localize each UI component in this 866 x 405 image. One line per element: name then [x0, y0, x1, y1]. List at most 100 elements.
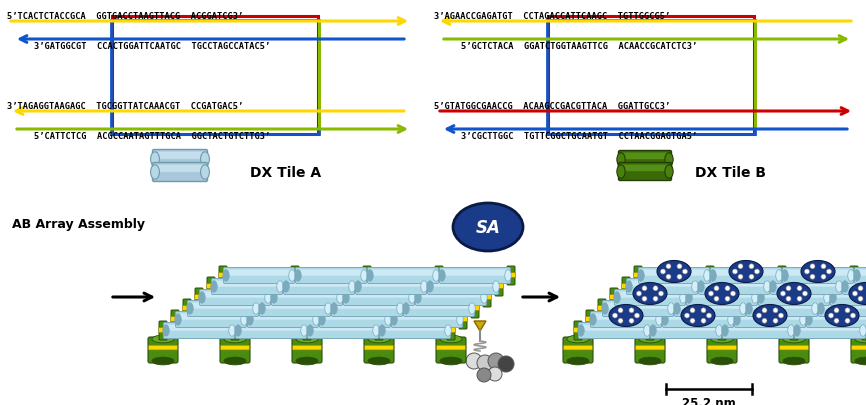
Ellipse shape — [686, 292, 692, 303]
Circle shape — [466, 353, 482, 369]
FancyBboxPatch shape — [423, 277, 431, 296]
Circle shape — [821, 264, 826, 269]
Ellipse shape — [764, 281, 770, 292]
FancyBboxPatch shape — [423, 284, 431, 289]
FancyBboxPatch shape — [482, 295, 491, 300]
Circle shape — [852, 291, 857, 296]
Ellipse shape — [307, 325, 313, 337]
Ellipse shape — [704, 270, 710, 281]
Ellipse shape — [296, 335, 318, 343]
Circle shape — [477, 368, 491, 382]
FancyBboxPatch shape — [303, 321, 311, 340]
Text: DX Tile A: DX Tile A — [250, 166, 321, 179]
Ellipse shape — [368, 335, 390, 343]
Ellipse shape — [259, 303, 265, 314]
FancyBboxPatch shape — [635, 337, 665, 363]
FancyBboxPatch shape — [638, 268, 709, 284]
Ellipse shape — [668, 303, 675, 314]
Ellipse shape — [854, 270, 860, 281]
FancyBboxPatch shape — [384, 325, 447, 331]
Text: 25.2 nm: 25.2 nm — [682, 396, 736, 405]
Ellipse shape — [152, 357, 174, 365]
Ellipse shape — [187, 303, 193, 314]
FancyBboxPatch shape — [694, 284, 702, 289]
FancyBboxPatch shape — [634, 266, 642, 285]
Text: 3’AGAACCGAGATGT  CCTAGACCATTCAAGC  TGTTGGCG5’: 3’AGAACCGAGATGT CCTAGACCATTCAAGC TGTTGGC… — [434, 12, 670, 21]
Ellipse shape — [224, 335, 246, 343]
FancyBboxPatch shape — [851, 345, 866, 350]
Ellipse shape — [265, 292, 271, 303]
FancyBboxPatch shape — [339, 295, 347, 300]
Ellipse shape — [711, 335, 733, 343]
Ellipse shape — [397, 303, 404, 314]
Ellipse shape — [271, 292, 277, 303]
Ellipse shape — [210, 281, 217, 292]
Circle shape — [773, 308, 778, 313]
FancyBboxPatch shape — [855, 268, 866, 284]
Ellipse shape — [469, 303, 475, 314]
FancyBboxPatch shape — [288, 281, 351, 287]
FancyBboxPatch shape — [718, 321, 726, 340]
FancyBboxPatch shape — [650, 323, 721, 339]
FancyBboxPatch shape — [494, 284, 503, 289]
Circle shape — [612, 313, 617, 318]
Ellipse shape — [674, 303, 681, 314]
Circle shape — [826, 269, 831, 274]
Ellipse shape — [770, 281, 776, 292]
Ellipse shape — [710, 270, 716, 281]
FancyBboxPatch shape — [408, 303, 470, 309]
FancyBboxPatch shape — [179, 314, 242, 320]
Circle shape — [661, 269, 665, 274]
Ellipse shape — [799, 314, 806, 325]
Circle shape — [829, 313, 833, 318]
FancyBboxPatch shape — [622, 165, 669, 172]
Ellipse shape — [319, 314, 326, 325]
Ellipse shape — [175, 314, 181, 325]
FancyBboxPatch shape — [324, 314, 386, 320]
FancyBboxPatch shape — [207, 277, 215, 296]
Ellipse shape — [355, 281, 361, 292]
FancyBboxPatch shape — [263, 303, 326, 309]
FancyBboxPatch shape — [678, 303, 741, 309]
Ellipse shape — [481, 292, 488, 303]
Ellipse shape — [313, 314, 320, 325]
Ellipse shape — [361, 270, 367, 281]
Ellipse shape — [692, 281, 698, 292]
FancyBboxPatch shape — [279, 277, 287, 296]
Ellipse shape — [385, 314, 391, 325]
Ellipse shape — [378, 325, 385, 337]
Ellipse shape — [590, 314, 597, 325]
Ellipse shape — [163, 325, 169, 337]
Circle shape — [762, 308, 767, 313]
FancyBboxPatch shape — [667, 314, 729, 320]
FancyBboxPatch shape — [759, 290, 830, 306]
Circle shape — [682, 269, 688, 274]
Ellipse shape — [758, 292, 765, 303]
FancyBboxPatch shape — [564, 345, 592, 350]
FancyBboxPatch shape — [443, 270, 507, 276]
Ellipse shape — [453, 203, 523, 252]
Ellipse shape — [776, 270, 782, 281]
Circle shape — [754, 269, 759, 274]
Ellipse shape — [296, 357, 318, 365]
Ellipse shape — [860, 325, 866, 337]
Bar — [112, 17, 318, 135]
Ellipse shape — [151, 165, 159, 180]
FancyBboxPatch shape — [228, 270, 290, 276]
FancyBboxPatch shape — [702, 281, 766, 287]
Ellipse shape — [721, 325, 728, 337]
Circle shape — [779, 313, 784, 318]
FancyBboxPatch shape — [344, 290, 415, 306]
FancyBboxPatch shape — [365, 345, 393, 350]
FancyBboxPatch shape — [204, 292, 267, 298]
Text: 5’GTATGGCGAACCG  ACAAGCCGACGTTACA  GGATTGCC3’: 5’GTATGGCGAACCG ACAAGCCGACGTTACA GGATTGC… — [434, 102, 670, 111]
Ellipse shape — [235, 325, 242, 337]
FancyBboxPatch shape — [471, 299, 479, 318]
Circle shape — [858, 296, 863, 301]
FancyBboxPatch shape — [753, 295, 762, 300]
FancyBboxPatch shape — [655, 325, 718, 331]
FancyBboxPatch shape — [622, 277, 630, 296]
FancyBboxPatch shape — [669, 306, 678, 311]
FancyBboxPatch shape — [806, 312, 866, 328]
FancyBboxPatch shape — [159, 321, 167, 340]
